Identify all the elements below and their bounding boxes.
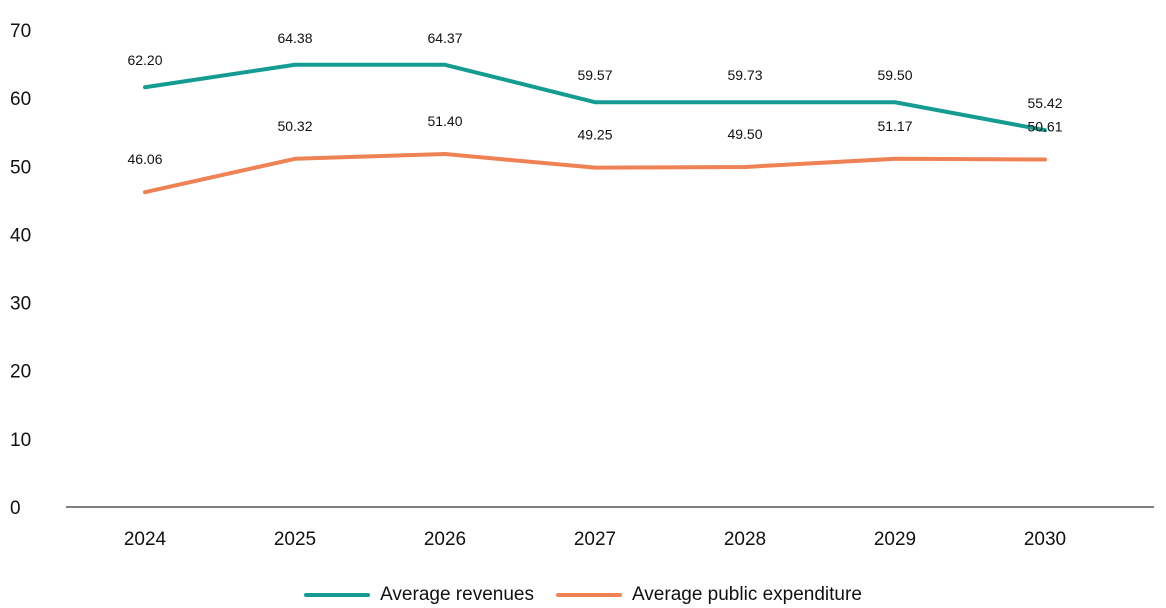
legend: Average revenues Average public expendit… (0, 582, 1166, 608)
y-axis-tick-labels: 0 10 20 30 40 50 60 70 (10, 21, 31, 519)
data-label: 49.50 (727, 126, 762, 142)
data-label: 59.57 (577, 67, 612, 83)
data-label: 51.40 (427, 113, 462, 129)
data-label: 59.73 (727, 67, 762, 83)
y-tick-label: 10 (10, 430, 31, 451)
y-tick-label: 30 (10, 294, 31, 315)
series-lines (143, 62, 1047, 195)
x-tick-label: 2028 (724, 529, 766, 550)
x-tick-label: 2024 (124, 529, 167, 550)
series-line-0 (143, 62, 1047, 133)
data-label: 64.37 (427, 30, 462, 46)
legend-item-expenditure: Average public expenditure (555, 584, 862, 606)
y-tick-label: 0 (10, 498, 21, 519)
data-label: 50.32 (277, 118, 312, 134)
legend-label-revenues: Average revenues (380, 584, 534, 605)
data-labels: 62.20 64.38 64.37 59.57 59.73 59.50 55.42 46.06… (127, 30, 1062, 167)
series-line-1 (143, 152, 1047, 195)
data-label: 51.17 (877, 118, 912, 134)
data-label: 62.20 (127, 52, 162, 68)
legend-item-revenues: Average revenues (304, 584, 534, 606)
data-label: 55.42 (1027, 95, 1062, 111)
x-axis-tick-labels: 2024 2025 2026 2027 2028 2029 2030 (124, 529, 1066, 550)
y-tick-label: 20 (10, 362, 31, 383)
x-tick-label: 2026 (424, 529, 466, 550)
data-label: 50.61 (1027, 118, 1062, 134)
legend-swatch-revenues (304, 593, 371, 597)
y-tick-label: 50 (10, 157, 31, 178)
y-tick-label: 70 (10, 21, 31, 42)
x-tick-label: 2030 (1024, 529, 1066, 550)
y-tick-label: 40 (10, 225, 31, 246)
x-tick-label: 2029 (874, 529, 916, 550)
y-tick-label: 60 (10, 89, 31, 110)
legend-label-expenditure: Average public expenditure (631, 584, 862, 605)
data-label: 46.06 (127, 151, 162, 167)
data-label: 49.25 (577, 127, 612, 143)
legend-swatch-expenditure (555, 593, 622, 597)
data-label: 59.50 (877, 67, 912, 83)
x-tick-label: 2025 (274, 529, 316, 550)
data-label: 64.38 (277, 30, 312, 46)
x-tick-label: 2027 (574, 529, 616, 550)
